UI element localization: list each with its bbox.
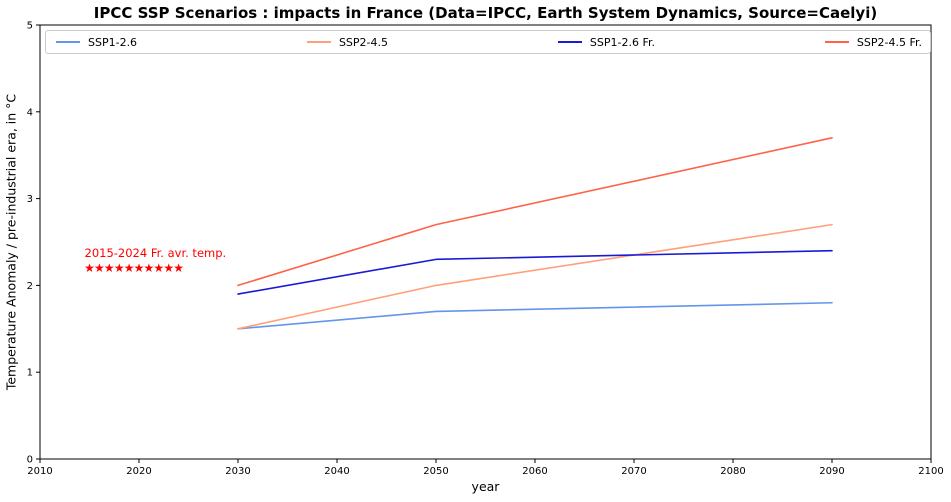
x-tick-label: 2020: [126, 466, 151, 477]
legend-item: SSP1-2.6 Fr.: [557, 35, 655, 49]
x-tick-label: 2040: [324, 466, 349, 477]
star-marker: ★: [134, 261, 145, 275]
x-tick-label: 2100: [918, 466, 943, 477]
star-marker: ★: [104, 261, 115, 275]
x-tick-label: 2090: [819, 466, 844, 477]
star-marker: ★: [153, 261, 164, 275]
y-tick-label: 4: [27, 107, 33, 118]
star-marker: ★: [114, 261, 125, 275]
x-axis-label: year: [471, 479, 500, 494]
chart-title: IPCC SSP Scenarios : impacts in France (…: [93, 4, 878, 22]
y-tick-label: 0: [27, 455, 33, 466]
legend-label-ssp2-45: SSP2-4.5: [338, 35, 389, 49]
x-tick-label: 2080: [720, 466, 745, 477]
legend-swatch-ssp2-45: [306, 41, 331, 43]
series-line-2: [237, 249, 833, 295]
series-line-3: [237, 137, 833, 287]
star-marker: ★: [94, 261, 105, 275]
x-tick-label: 2050: [423, 466, 448, 477]
star-marker: ★: [163, 261, 174, 275]
annotation-text: 2015-2024 Fr. avr. temp.: [85, 246, 227, 260]
legend-item: SSP2-4.5: [306, 35, 389, 49]
y-tick-label: 3: [27, 194, 33, 205]
y-tick-label: 5: [27, 21, 33, 32]
plot-frame: [39, 24, 932, 460]
x-tick-label: 2060: [522, 466, 547, 477]
star-marker: ★: [144, 261, 155, 275]
x-tick-label: 2010: [27, 466, 52, 477]
legend-swatch-ssp1-26-fr: [557, 41, 582, 43]
star-marker: ★: [124, 261, 135, 275]
legend: SSP1-2.6 SSP2-4.5 SSP1-2.6 Fr. SSP2-4.5 …: [45, 30, 931, 54]
star-marker: ★: [173, 261, 184, 275]
legend-swatch-ssp1-26: [56, 41, 80, 43]
y-axis-label: Temperature Anomaly / pre-industrial era…: [3, 93, 19, 391]
y-tick-label: 2: [27, 281, 33, 292]
legend-label-ssp2-45-fr: SSP2-4.5 Fr.: [856, 35, 922, 49]
x-tick-label: 2030: [225, 466, 250, 477]
legend-label-ssp1-26: SSP1-2.6: [88, 35, 138, 49]
series-line-0: [237, 301, 833, 330]
star-marker: ★: [84, 261, 95, 275]
x-tick-label: 2070: [621, 466, 646, 477]
legend-item: SSP2-4.5 Fr.: [824, 35, 922, 49]
legend-label-ssp1-26-fr: SSP1-2.6 Fr.: [589, 35, 655, 49]
legend-swatch-ssp2-45-fr: [824, 41, 849, 43]
legend-item: SSP1-2.6: [56, 36, 137, 49]
y-tick-label: 1: [27, 368, 33, 379]
series-line-1: [237, 223, 833, 330]
